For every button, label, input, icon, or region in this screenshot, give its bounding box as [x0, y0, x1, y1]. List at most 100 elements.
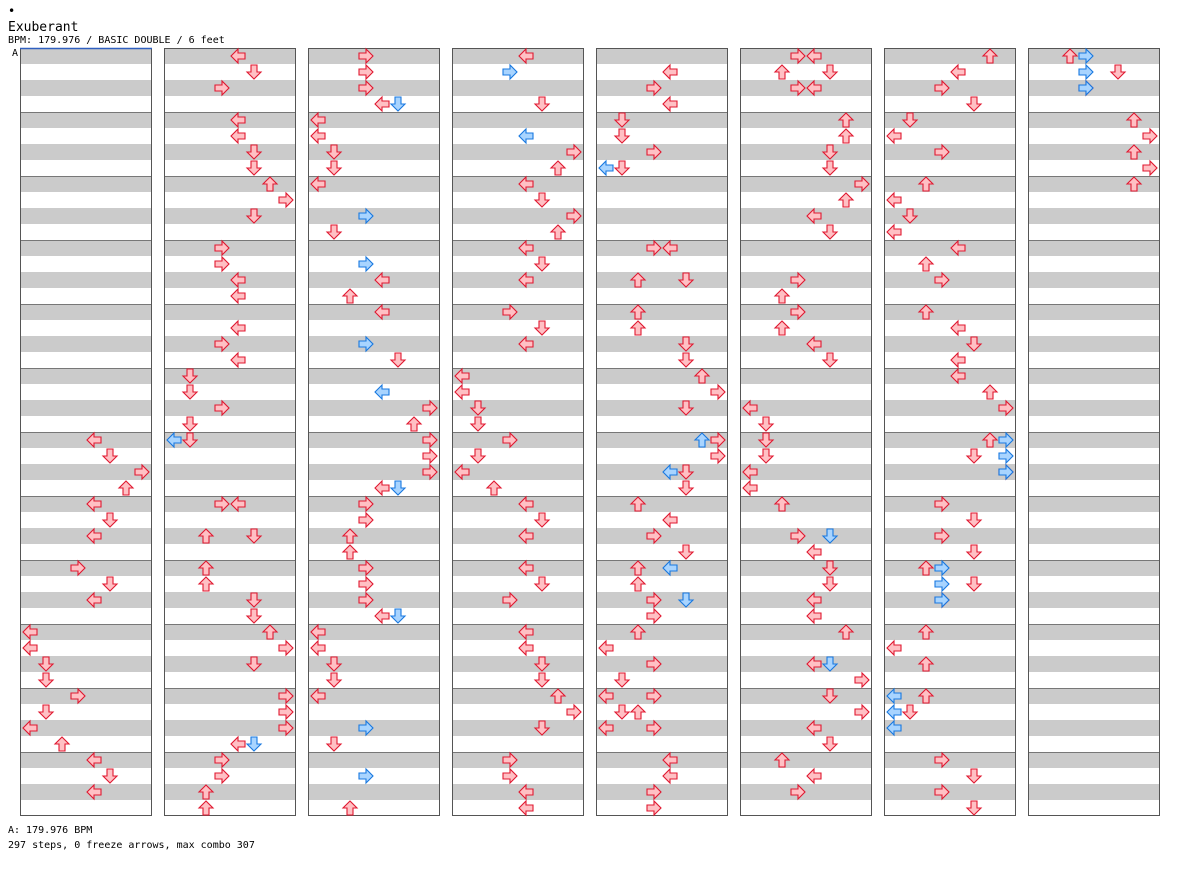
step-arrow-down-icon: [325, 224, 343, 240]
step-arrow-up-icon: [1125, 144, 1143, 160]
beat-stripe: [596, 304, 728, 320]
beat-stripe: [308, 368, 440, 384]
chart-panel: [596, 48, 728, 816]
step-arrow-left-icon: [886, 639, 902, 657]
step-arrow-down-icon: [613, 160, 631, 176]
step-arrow-up-icon: [197, 784, 215, 800]
beat-stripe: [452, 400, 584, 416]
beat-stripe: [452, 688, 584, 704]
beat-stripe: [884, 208, 1016, 224]
step-arrow-left-icon: [310, 111, 326, 129]
beat-stripe: [308, 400, 440, 416]
step-arrow-down-icon: [757, 432, 775, 448]
step-arrow-right-icon: [1078, 63, 1094, 81]
beat-stripe: [1028, 400, 1160, 416]
step-arrow-up-icon: [629, 704, 647, 720]
beat-stripe: [740, 368, 872, 384]
step-arrow-right-icon: [278, 191, 294, 209]
step-arrow-up-icon: [197, 528, 215, 544]
beat-stripe: [596, 336, 728, 352]
step-arrow-right-icon: [1142, 159, 1158, 177]
step-arrow-up-icon: [837, 128, 855, 144]
beat-stripe: [596, 528, 728, 544]
step-arrow-up-icon: [837, 624, 855, 640]
beat-stripe: [596, 752, 728, 768]
step-arrow-down-icon: [389, 96, 407, 112]
step-arrow-down-icon: [533, 320, 551, 336]
step-arrow-left-icon: [662, 63, 678, 81]
panel-border: [452, 48, 584, 816]
beat-stripe: [20, 112, 152, 128]
step-arrow-right-icon: [646, 239, 662, 257]
step-arrow-left-icon: [310, 175, 326, 193]
beat-stripe: [884, 688, 1016, 704]
step-arrow-right-icon: [358, 207, 374, 225]
chart-panel: [1028, 48, 1160, 816]
step-arrow-right-icon: [278, 687, 294, 705]
beat-stripe: [452, 720, 584, 736]
beat-stripe: [308, 592, 440, 608]
beat-stripe: [740, 176, 872, 192]
step-arrow-left-icon: [454, 463, 470, 481]
step-arrow-up-icon: [549, 688, 567, 704]
beat-stripe: [20, 48, 152, 64]
step-arrow-right-icon: [646, 607, 662, 625]
step-arrow-down-icon: [533, 720, 551, 736]
step-arrow-down-icon: [245, 160, 263, 176]
step-arrow-right-icon: [214, 399, 230, 417]
beat-stripe: [884, 272, 1016, 288]
beat-stripe: [164, 400, 296, 416]
step-arrow-left-icon: [806, 591, 822, 609]
beat-stripe: [452, 112, 584, 128]
step-arrow-down-icon: [389, 480, 407, 496]
step-arrow-right-icon: [502, 591, 518, 609]
step-arrow-left-icon: [22, 623, 38, 641]
beat-stripe: [740, 304, 872, 320]
beat-stripe: [596, 592, 728, 608]
step-arrow-left-icon: [742, 399, 758, 417]
beat-stripe: [20, 624, 152, 640]
beat-stripe: [1028, 464, 1160, 480]
step-arrow-down-icon: [533, 672, 551, 688]
step-arrow-down-icon: [821, 528, 839, 544]
step-arrow-right-icon: [358, 719, 374, 737]
beat-stripe: [20, 144, 152, 160]
beat-stripe: [596, 688, 728, 704]
title-bullet: •: [8, 4, 16, 18]
step-arrow-left-icon: [230, 351, 246, 369]
step-arrow-left-icon: [518, 175, 534, 193]
step-arrow-left-icon: [86, 527, 102, 545]
step-arrow-left-icon: [886, 127, 902, 145]
beat-stripe: [452, 656, 584, 672]
step-arrow-down-icon: [245, 144, 263, 160]
beat-stripe: [164, 656, 296, 672]
beat-stripe: [1028, 48, 1160, 64]
chart-panel: [452, 48, 584, 816]
beat-stripe: [1028, 144, 1160, 160]
beat-stripe: [884, 560, 1016, 576]
step-arrow-right-icon: [998, 463, 1014, 481]
beat-stripe: [884, 48, 1016, 64]
beat-stripe: [884, 624, 1016, 640]
panel-border: [740, 48, 872, 816]
step-arrow-down-icon: [469, 416, 487, 432]
beat-stripe: [1028, 176, 1160, 192]
step-arrow-down-icon: [181, 384, 199, 400]
beat-stripe: [884, 656, 1016, 672]
beat-stripe: [740, 112, 872, 128]
step-arrow-right-icon: [646, 591, 662, 609]
beat-stripe: [20, 208, 152, 224]
beat-stripe: [740, 624, 872, 640]
step-arrow-down-icon: [37, 704, 55, 720]
beat-stripe: [164, 560, 296, 576]
step-arrow-down-icon: [533, 96, 551, 112]
beat-stripe: [164, 528, 296, 544]
step-arrow-up-icon: [629, 304, 647, 320]
step-arrow-down-icon: [965, 512, 983, 528]
beat-stripe: [308, 48, 440, 64]
step-arrow-right-icon: [790, 79, 806, 97]
step-arrow-right-icon: [214, 751, 230, 769]
beat-stripe: [308, 208, 440, 224]
step-arrow-down-icon: [533, 512, 551, 528]
step-arrow-left-icon: [310, 687, 326, 705]
